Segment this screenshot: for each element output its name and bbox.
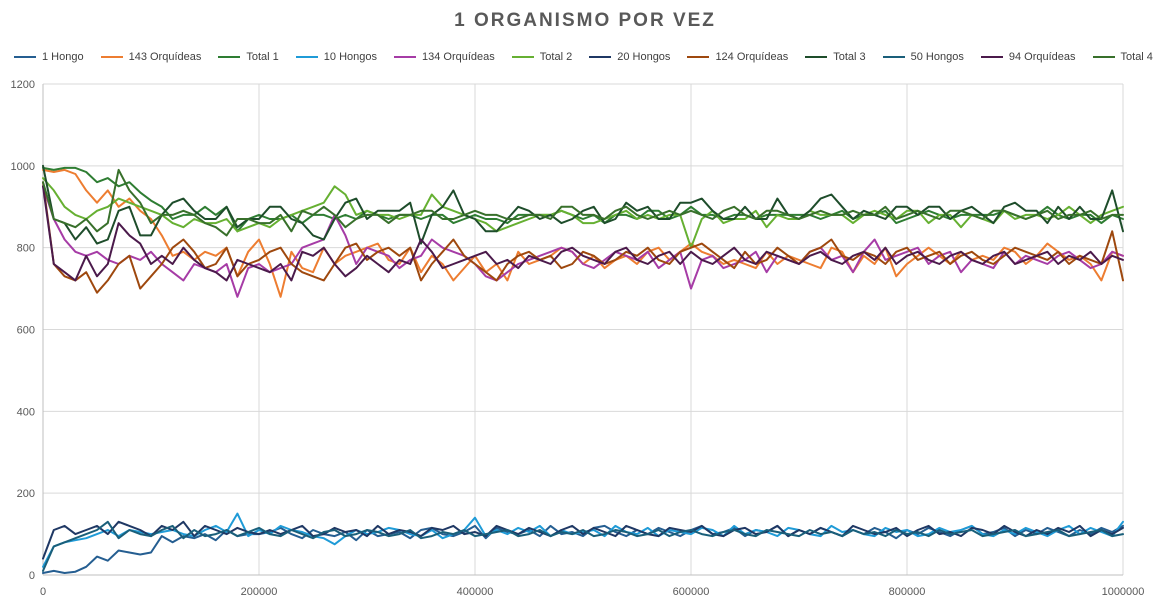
x-tick-label: 400000 [457,586,494,598]
series-line-total-1 [42,166,1124,233]
y-tick-label: 1000 [11,161,35,173]
series-line-total-3 [42,164,1124,245]
legend-swatch [218,56,241,58]
series-line-total-4 [42,168,1124,237]
series-line-total-2 [42,177,1124,249]
legend-label: Total 4 [1120,51,1153,63]
legend-swatch [511,56,534,58]
x-tick-label: 600000 [673,586,710,598]
x-tick-label: 800000 [889,586,926,598]
legend-swatch [14,56,36,58]
legend-item-20-hongos: 20 Hongos [589,50,670,64]
legend-item-143-orquideas: 143 Orquídeas [100,50,202,64]
legend-label: Total 2 [539,51,573,63]
y-tick-label: 1200 [11,79,35,91]
legend-label: Total 3 [833,51,866,63]
legend-item-total-2: Total 2 [511,50,573,64]
series-line-10-hongos [42,512,1124,568]
legend-item-total-4: Total 4 [1092,50,1153,64]
legend-item-50-hongos: 50 Hongos [882,50,964,64]
legend-swatch [980,56,1003,58]
legend-swatch [1092,56,1115,58]
y-tick-label: 600 [17,325,35,337]
legend-swatch [394,56,417,58]
legend-label: 143 Orquídeas [128,51,202,63]
series-line-143-orquideas [42,168,1124,298]
x-tick-label: 200000 [241,586,278,598]
legend-item-total-3: Total 3 [805,50,866,64]
legend-swatch [687,56,710,58]
legend-label: 124 Orquídeas [715,51,789,63]
y-tick-label: 0 [29,570,35,582]
legend-swatch [805,56,828,58]
legend-label: 10 Hongos [323,51,378,63]
legend: 1 Hongo 143 Orquídeas Total 1 10 Hongos 134 … [14,50,1170,64]
y-tick-label: 800 [17,243,35,255]
legend-swatch [589,56,612,58]
chart-title: 1 ORGANISMO POR VEZ [454,10,716,31]
series-line-124-orquideas [42,181,1124,294]
legend-label: 50 Hongos [910,51,964,63]
legend-label: 20 Hongos [617,51,671,63]
legend-item-124-orquideas: 124 Orquídeas [687,50,788,64]
series-line-134-orquideas [42,185,1124,298]
legend-swatch [882,56,905,58]
legend-item-10-hongos: 10 Hongos [295,50,378,64]
legend-item-134-orquideas: 134 Orquídeas [394,50,495,64]
legend-label: Total 1 [246,51,279,63]
y-tick-label: 400 [17,406,35,418]
legend-label: 94 Orquídeas [1008,51,1076,63]
x-tick-label: 0 [40,586,46,598]
series-line-20-hongos [42,520,1124,560]
legend-swatch [100,56,123,58]
legend-label: 1 Hongo [42,51,84,63]
legend-item-total-1: Total 1 [218,50,279,64]
legend-item-1-hongo: 1 Hongo [14,50,84,64]
legend-label: 134 Orquídeas [422,51,495,63]
series-line-94-orquideas [42,185,1124,282]
x-tick-label: 1000000 [1102,586,1145,598]
legend-item-94-orquideas: 94 Orquídeas [980,50,1076,64]
series-line-50-hongos [42,520,1124,572]
y-tick-label: 200 [17,488,35,500]
legend-swatch [295,56,318,58]
